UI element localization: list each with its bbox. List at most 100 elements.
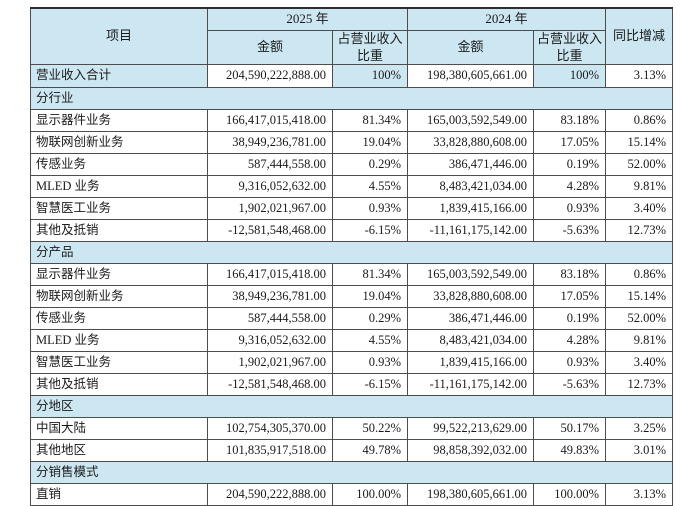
header-amount-2025: 金额 bbox=[207, 30, 333, 65]
amount-2025-value: 587,444,558.00 bbox=[207, 307, 333, 330]
amount-2025-value: -12,581,548,468.00 bbox=[207, 373, 333, 396]
section-label: 分行业 bbox=[29, 87, 674, 110]
amount-2024-value: 99,522,213,629.00 bbox=[407, 417, 535, 440]
share-2025-value: 19.04% bbox=[331, 285, 409, 308]
share-2025-value: 0.93% bbox=[331, 197, 409, 220]
share-2025-value: 0.29% bbox=[331, 153, 409, 176]
amount-2025-value: 204,590,222,888.00 bbox=[207, 483, 333, 506]
item-label: 直销 bbox=[30, 483, 208, 506]
section-label: 分地区 bbox=[29, 395, 674, 418]
amount-2025-value: 1,902,021,967.00 bbox=[207, 197, 333, 220]
share-2025-value: 49.78% bbox=[331, 439, 409, 462]
section-label: 分产品 bbox=[29, 241, 674, 264]
share-2024-value: 50.17% bbox=[533, 417, 607, 440]
amount-2024-value: 165,003,592,549.00 bbox=[407, 109, 535, 132]
item-label: MLED 业务 bbox=[30, 329, 208, 352]
amount-2024-value: 198,380,605,661.00 bbox=[407, 64, 535, 88]
yoy-value: 3.25% bbox=[605, 417, 674, 440]
share-2024-value: 4.28% bbox=[533, 329, 607, 352]
item-label: 传感业务 bbox=[30, 307, 208, 330]
amount-2025-value: 1,902,021,967.00 bbox=[207, 351, 333, 374]
share-2024-value: -5.63% bbox=[533, 219, 607, 242]
table-row: 物联网创新业务 38,949,236,781.00 19.04% 33,828,880… bbox=[30, 285, 674, 308]
share-2024-value: 83.18% bbox=[533, 109, 607, 132]
table-row: 显示器件业务 166,417,015,418.00 81.34% 165,003,59… bbox=[30, 263, 674, 286]
amount-2024-value: 1,839,415,166.00 bbox=[407, 197, 535, 220]
table-row: 传感业务 587,444,558.00 0.29% 386,471,446.00 0.1… bbox=[30, 153, 674, 176]
amount-2024-value: 8,483,421,034.00 bbox=[407, 329, 535, 352]
item-label: 显示器件业务 bbox=[30, 109, 208, 132]
amount-2024-value: -11,161,175,142.00 bbox=[407, 219, 535, 242]
share-2024-value: 100.00% bbox=[533, 483, 607, 506]
share-2025-value: 100.00% bbox=[331, 483, 409, 506]
yoy-value: 12.73% bbox=[605, 219, 674, 242]
table-header: 项目 2025 年 2024 年 同比增减 金额 占营业收入比重 金额 占营业收… bbox=[30, 7, 674, 65]
yoy-value: 3.40% bbox=[605, 351, 674, 374]
item-label: 物联网创新业务 bbox=[30, 131, 208, 154]
yoy-value: 3.13% bbox=[605, 64, 674, 88]
share-2024-value: 0.19% bbox=[533, 153, 607, 176]
table-body: 营业收入合计 204,590,222,888.00 100% 198,380,605,… bbox=[29, 64, 674, 506]
amount-2024-value: 198,380,605,661.00 bbox=[407, 483, 535, 506]
yoy-value: 15.14% bbox=[605, 131, 674, 154]
yoy-value: 3.01% bbox=[605, 439, 674, 462]
section-row: 分销售模式 bbox=[29, 461, 674, 484]
header-row-metrics: 金额 占营业收入比重 金额 占营业收入比重 bbox=[31, 30, 673, 65]
share-2024-value: 0.93% bbox=[533, 351, 607, 374]
share-2024-value: 0.93% bbox=[533, 197, 607, 220]
section-row: 分行业 bbox=[29, 87, 674, 110]
table-row: 智慧医工业务 1,902,021,967.00 0.93% 1,839,415,166… bbox=[30, 197, 674, 220]
header-year-2025: 2025 年 bbox=[206, 7, 409, 31]
amount-2025-value: 102,754,305,370.00 bbox=[207, 417, 333, 440]
share-2025-value: 100% bbox=[331, 64, 409, 88]
amount-2025-value: 38,949,236,781.00 bbox=[207, 131, 333, 154]
section-row: 分产品 bbox=[29, 241, 674, 264]
header-year-2024: 2024 年 bbox=[407, 7, 607, 31]
item-label: 营业收入合计 bbox=[30, 64, 208, 88]
section-label: 分销售模式 bbox=[29, 461, 674, 484]
share-2025-value: 0.93% bbox=[331, 351, 409, 374]
table-row: 中国大陆 102,754,305,370.00 50.22% 99,522,213,6… bbox=[30, 417, 674, 440]
header-share-2024: 占营业收入比重 bbox=[533, 30, 607, 65]
amount-2025-value: 38,949,236,781.00 bbox=[207, 285, 333, 308]
revenue-breakdown-table: 项目 2025 年 2024 年 同比增减 金额 占营业收入比重 金额 占营业收… bbox=[29, 7, 674, 506]
item-label: 其他地区 bbox=[30, 439, 208, 462]
share-2024-value: 0.19% bbox=[533, 307, 607, 330]
yoy-value: 15.14% bbox=[605, 285, 674, 308]
yoy-value: 0.86% bbox=[605, 109, 674, 132]
amount-2024-value: 1,839,415,166.00 bbox=[407, 351, 535, 374]
amount-2025-value: 204,590,222,888.00 bbox=[207, 64, 333, 88]
table-row: MLED 业务 9,316,052,632.00 4.55% 8,483,421,03… bbox=[30, 329, 674, 352]
total-row: 营业收入合计 204,590,222,888.00 100% 198,380,605,… bbox=[30, 64, 674, 88]
amount-2024-value: 33,828,880,608.00 bbox=[407, 285, 535, 308]
table-row: 传感业务 587,444,558.00 0.29% 386,471,446.00 0.1… bbox=[30, 307, 674, 330]
share-2024-value: 4.28% bbox=[533, 175, 607, 198]
table-row: 其他地区 101,835,917,518.00 49.78% 98,858,392,0… bbox=[30, 439, 674, 462]
yoy-value: 3.40% bbox=[605, 197, 674, 220]
amount-2025-value: 587,444,558.00 bbox=[207, 153, 333, 176]
share-2024-value: -5.63% bbox=[533, 373, 607, 396]
amount-2024-value: 33,828,880,608.00 bbox=[407, 131, 535, 154]
amount-2024-value: -11,161,175,142.00 bbox=[407, 373, 535, 396]
table-row: 其他及抵销 -12,581,548,468.00 -6.15% -11,161,175… bbox=[30, 219, 674, 242]
amount-2025-value: 101,835,917,518.00 bbox=[207, 439, 333, 462]
share-2024-value: 100% bbox=[533, 64, 607, 88]
yoy-value: 9.81% bbox=[605, 329, 674, 352]
share-2025-value: 81.34% bbox=[331, 263, 409, 286]
header-amount-2024: 金额 bbox=[407, 30, 535, 65]
item-label: MLED 业务 bbox=[30, 175, 208, 198]
item-label: 智慧医工业务 bbox=[30, 197, 208, 220]
item-label: 其他及抵销 bbox=[30, 373, 208, 396]
share-2024-value: 17.05% bbox=[533, 285, 607, 308]
share-2025-value: -6.15% bbox=[331, 373, 409, 396]
share-2025-value: -6.15% bbox=[331, 219, 409, 242]
yoy-value: 0.86% bbox=[605, 263, 674, 286]
share-2025-value: 4.55% bbox=[331, 329, 409, 352]
item-label: 显示器件业务 bbox=[30, 263, 208, 286]
share-2025-value: 81.34% bbox=[331, 109, 409, 132]
amount-2024-value: 98,858,392,032.00 bbox=[407, 439, 535, 462]
amount-2025-value: 166,417,015,418.00 bbox=[207, 263, 333, 286]
table-row: 显示器件业务 166,417,015,418.00 81.34% 165,003,59… bbox=[30, 109, 674, 132]
amount-2024-value: 165,003,592,549.00 bbox=[407, 263, 535, 286]
yoy-value: 9.81% bbox=[605, 175, 674, 198]
